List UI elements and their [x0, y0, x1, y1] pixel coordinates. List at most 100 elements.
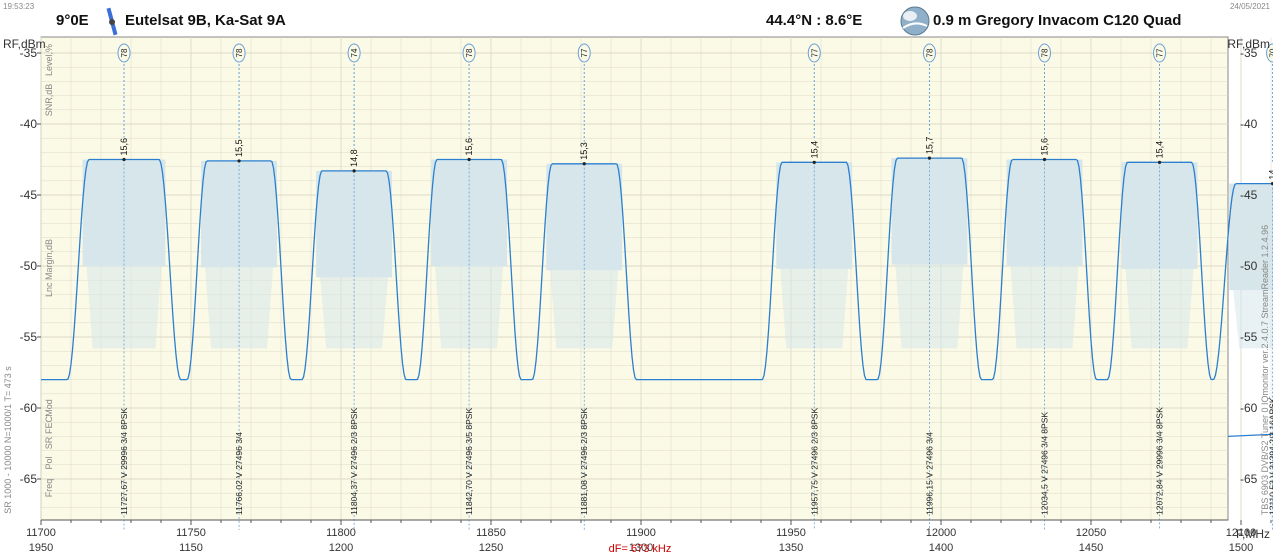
location-coords: 44.4°N : 8.6°E: [766, 12, 862, 29]
date: 24/05/2021: [1230, 2, 1271, 11]
snr-point: [237, 159, 241, 163]
margin-fill-lower: [86, 266, 162, 349]
snr-label: 15,6: [119, 138, 129, 156]
y-tick-label-left: -65: [20, 472, 38, 486]
snr-label: 15,6: [464, 138, 474, 156]
snr-label: 15,4: [1155, 141, 1165, 159]
margin-fill-lower: [1233, 290, 1273, 349]
y-axis: -35 -35 -40 -40 -45 -45 -50 -50 -55 -55 -60 -60 -65 -…: [20, 46, 1258, 486]
margin-fill-lower: [205, 267, 274, 349]
transponder-params: 11996,15 V 27496 3/4: [924, 432, 934, 515]
x-tick-label: 11800: [326, 527, 356, 539]
if-tick-label: 1500: [1229, 542, 1253, 554]
y-tick-label-right: -55: [1240, 330, 1258, 344]
satellite-icon: [106, 7, 118, 36]
y-tick-label-right: -35: [1240, 46, 1258, 60]
level-label: 77: [1156, 48, 1165, 57]
spectrum-trace: [41, 157, 1273, 438]
software-info: TBS 6903 DVB/S2 Tuner 0 IQmonitor ver.2.…: [1260, 225, 1270, 515]
transponder-params: 11957,75 V 27496 2/3 8PSK: [809, 408, 819, 515]
timestamp: 19:53:23: [3, 2, 35, 11]
snr-point: [1157, 160, 1162, 164]
margin-fill-lower: [1010, 266, 1079, 349]
snr-label: 14: [1268, 170, 1273, 180]
transponder-params: 11881,08 V 27496 2/3 8PSK: [579, 408, 589, 515]
level-label: 70: [1269, 48, 1273, 57]
side-label-sr: SR: [44, 436, 54, 449]
side-label-mod: Mod: [44, 399, 54, 417]
snr-point: [1270, 182, 1273, 186]
x-tick-label: 12100: [1226, 527, 1257, 539]
margin-fill-lower: [1125, 268, 1194, 349]
if-tick-label: 1200: [329, 542, 353, 554]
level-label: 78: [120, 48, 129, 57]
transponder-markers: 78 15,6 11727,67 V 29996 3/4 8PSK 78 15,5 117…: [117, 43, 1273, 530]
transponder-params: 11727,67 V 29996 3/4 8PSK: [119, 408, 129, 515]
level-badge: [117, 43, 131, 63]
if-tick-label: 1300: [629, 542, 653, 554]
transponder-params: 11766,02 V 27496 3/4: [234, 432, 244, 515]
if-tick-label: 1150: [179, 542, 203, 554]
y-tick-label-left: -60: [20, 401, 38, 415]
x-axis-label: F,MHz: [1236, 527, 1270, 541]
snr-point: [352, 169, 356, 173]
level-badge: [577, 43, 591, 63]
y-tick-label-left: -35: [20, 46, 38, 60]
transponder-params: 11842,70 V 27496 3/5 8PSK: [464, 408, 474, 515]
globe-icon: [900, 6, 930, 36]
y-axis-label-left: RF,dBm: [3, 37, 46, 51]
df-label: dF= 673 kHz: [609, 543, 672, 555]
spectrum-line: [41, 157, 1273, 438]
y-tick-label-right: -60: [1240, 401, 1258, 415]
y-tick-label-right: -45: [1240, 188, 1258, 202]
level-label: 78: [925, 48, 934, 57]
transponder-params: 12034,5 V 27496 3/4 8PSK: [1040, 412, 1050, 515]
level-label: 78: [1041, 48, 1050, 57]
level-badge: [807, 43, 821, 63]
side-label-margin: Lnc Margin,dB: [44, 239, 54, 297]
snr-label: 15,3: [579, 142, 589, 160]
if-tick-label: 1250: [479, 542, 503, 554]
snr-point: [1042, 157, 1047, 162]
transponder-params: 12072,84 V 29996 3/4 8PSK: [1155, 407, 1165, 515]
snr-point: [812, 160, 816, 164]
y-tick-label-right: -40: [1240, 117, 1258, 131]
margin-fill-lower: [780, 268, 849, 349]
x-tick-label: 12050: [1076, 527, 1107, 539]
x-tick-label: 11950: [776, 527, 806, 539]
x-tick-label: 11900: [626, 527, 656, 539]
x-tick-label: 12000: [926, 527, 957, 539]
x-tick-label: 11700: [26, 527, 56, 539]
y-axis-label-right: RF,dBm: [1227, 37, 1270, 51]
margin-fill-lower: [435, 266, 504, 349]
level-label: 77: [810, 48, 819, 57]
side-label-snr: SNR,dB: [44, 84, 54, 117]
level-badge: [1153, 43, 1167, 63]
y-tick-label-right: -65: [1240, 472, 1258, 486]
x-tick-label: 11850: [476, 527, 506, 539]
left-side-labels: Level,% SNR,dB Lnc Margin,dB Freq Pol SR…: [3, 44, 54, 514]
y-tick-label-left: -55: [20, 330, 38, 344]
side-label-fec: FEC: [44, 415, 54, 434]
level-label: 78: [465, 48, 474, 57]
level-label: 74: [350, 48, 359, 57]
snr-point: [927, 156, 932, 160]
snr-label: 15,7: [924, 137, 934, 155]
y-tick-label-left: -50: [20, 259, 38, 273]
y-tick-label-right: -50: [1240, 259, 1258, 273]
margin-fill: [1229, 183, 1273, 291]
side-label-pol: Pol: [44, 456, 54, 469]
x-axis: 11700 1950 11750 1150 11800 1200 11850 1250 1190…: [26, 519, 1272, 554]
level-badge: [922, 43, 936, 63]
snr-label: 15,4: [809, 141, 819, 159]
level-badge: [347, 43, 361, 63]
snr-point: [582, 162, 586, 166]
side-label-level: Level,%: [44, 44, 54, 76]
if-tick-label: 1400: [929, 542, 953, 554]
side-label-freq: Freq: [44, 479, 54, 498]
level-label: 77: [580, 48, 589, 57]
if-tick-label: 1350: [779, 542, 803, 554]
snr-point: [467, 157, 471, 162]
snr-point: [122, 157, 126, 162]
